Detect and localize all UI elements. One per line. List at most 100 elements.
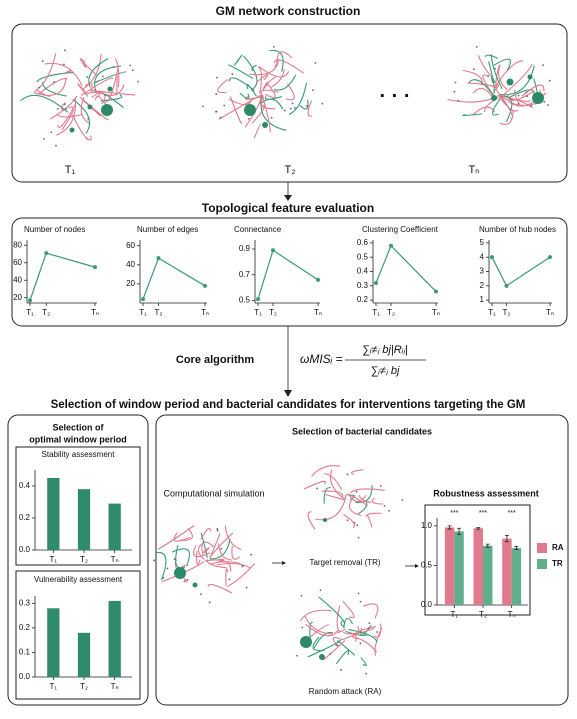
edge — [217, 78, 228, 94]
edge — [227, 563, 256, 588]
edge — [171, 548, 191, 565]
node — [183, 580, 186, 583]
panel-title: GM network construction — [216, 4, 361, 18]
node — [200, 593, 202, 596]
line — [491, 256, 551, 287]
x-tick-label: T₂ — [479, 610, 487, 619]
line — [375, 244, 437, 292]
node — [487, 75, 490, 77]
edge — [93, 84, 125, 96]
node — [475, 46, 478, 48]
x-tick-label: T₂ — [387, 308, 395, 317]
node — [215, 110, 218, 113]
y-tick-label: 0.3 — [357, 281, 369, 290]
node — [270, 116, 273, 119]
edge — [228, 98, 252, 106]
edge — [239, 92, 250, 100]
point — [271, 248, 275, 253]
x-tick-label: Tₙ — [111, 682, 119, 691]
edge — [56, 97, 77, 136]
edge — [258, 66, 263, 94]
y-tick-label: 4 — [480, 252, 485, 261]
hub-node — [319, 654, 325, 660]
edge — [285, 83, 295, 101]
edge — [502, 63, 533, 96]
chart-title: Number of nodes — [24, 225, 85, 234]
edge — [365, 512, 382, 517]
arrow-head — [282, 561, 286, 565]
hub-node — [323, 518, 327, 522]
formula-denominator: ∑ᵢ≠ⱼ bj — [371, 365, 400, 377]
node — [86, 76, 88, 78]
node — [272, 46, 275, 48]
x-tick-label: T₁ — [254, 308, 262, 317]
chart-frame — [15, 570, 141, 700]
step-label: Target removal (TR) — [309, 558, 380, 567]
bar — [483, 545, 493, 605]
arrow-head — [415, 564, 419, 568]
edge — [325, 494, 346, 501]
y-tick-label: 80 — [13, 240, 22, 249]
node — [357, 536, 360, 539]
node — [216, 527, 219, 530]
chart-title: Number of edges — [137, 225, 198, 234]
edge — [227, 64, 254, 79]
node — [365, 672, 367, 675]
edge — [500, 94, 531, 102]
point — [389, 243, 393, 248]
edge — [79, 58, 98, 76]
panel-frame — [155, 414, 569, 706]
edge — [200, 528, 212, 540]
node — [547, 104, 549, 106]
node — [250, 553, 253, 556]
edge — [507, 90, 535, 101]
node — [525, 91, 528, 94]
edge — [352, 625, 377, 638]
node — [300, 594, 303, 597]
arrow-head — [284, 390, 292, 397]
y-tick-label: 0.5 — [239, 296, 251, 305]
node — [112, 66, 115, 69]
line — [29, 252, 96, 301]
node — [346, 519, 349, 522]
point — [44, 251, 49, 256]
edge — [484, 54, 498, 59]
y-tick-label: 0.4 — [357, 267, 369, 276]
edge — [249, 59, 280, 76]
edge — [355, 485, 373, 504]
node — [50, 131, 53, 134]
x-tick-label: Tₙ — [508, 610, 516, 619]
edge — [197, 542, 205, 560]
x-tick-label: T₁ — [488, 308, 496, 317]
node — [530, 105, 533, 108]
node — [216, 76, 218, 79]
node — [379, 485, 382, 487]
step-label: Computational simulation — [163, 488, 264, 498]
edge — [233, 54, 243, 66]
y-tick-label: 0.2 — [357, 295, 369, 304]
node — [453, 90, 456, 93]
hub-node — [532, 92, 544, 104]
chart-title: Connectance — [234, 225, 282, 234]
panel-subtitle: optimal window period — [29, 434, 127, 444]
edge — [157, 525, 195, 550]
chart-frame — [424, 504, 531, 616]
edge — [216, 562, 251, 569]
edge — [468, 79, 495, 98]
node — [368, 627, 370, 630]
y-tick-label: 40 — [126, 260, 135, 269]
node — [153, 559, 156, 562]
node — [283, 109, 286, 112]
node — [173, 558, 176, 561]
edge — [33, 77, 67, 96]
node — [311, 89, 314, 92]
y-tick-label: 1.0 — [421, 521, 433, 530]
edge — [514, 89, 520, 105]
panel-title: Selection of window period and bacterial… — [51, 399, 526, 411]
node — [321, 102, 324, 105]
error-bar — [504, 535, 509, 543]
point — [93, 265, 97, 270]
edge — [71, 114, 89, 140]
node — [314, 62, 317, 64]
